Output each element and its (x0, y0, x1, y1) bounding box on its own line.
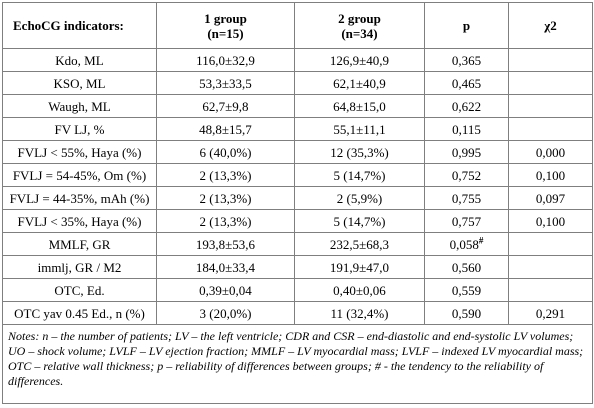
cell-group-1: 0,39±0,04 (156, 278, 295, 302)
cell-group-1: 3 (20,0%) (156, 301, 295, 325)
cell-chi2 (508, 71, 593, 95)
cell-p: 0,365 (424, 48, 509, 72)
cell-indicator: immlj, GR / M2 (2, 255, 157, 279)
cell-group-2: 5 (14,7%) (294, 209, 425, 233)
cell-group-2: 191,9±47,0 (294, 255, 425, 279)
table-row: immlj, GR / M2 184,0±33,4 191,9±47,0 0,5… (2, 255, 593, 279)
table-row: FV LJ, % 48,8±15,7 55,1±11,1 0,115 (2, 117, 593, 141)
table-row: OTC yav 0.45 Ed., n (%) 3 (20,0%) 11 (32… (2, 301, 593, 325)
table-row: FVLJ < 55%, Haya (%) 6 (40,0%) 12 (35,3%… (2, 140, 593, 164)
cell-chi2: 0,100 (508, 209, 593, 233)
cell-group-2: 64,8±15,0 (294, 94, 425, 118)
table-row: KSO, ML 53,3±33,5 62,1±40,9 0,465 (2, 71, 593, 95)
table-row: Kdo, ML 116,0±32,9 126,9±40,9 0,365 (2, 48, 593, 72)
cell-p: 0,465 (424, 71, 509, 95)
cell-p: 0,560 (424, 255, 509, 279)
cell-indicator: Waugh, ML (2, 94, 157, 118)
cell-indicator: MMLF, GR (2, 232, 157, 256)
cell-indicator: FVLJ = 54-45%, Om (%) (2, 163, 157, 187)
cell-group-1: 116,0±32,9 (156, 48, 295, 72)
cell-chi2 (508, 255, 593, 279)
table-header-row: EchoCG indicators: 1 group (n=15) 2 group… (2, 2, 593, 49)
cell-group-1: 48,8±15,7 (156, 117, 295, 141)
cell-indicator: OTC, Ed. (2, 278, 157, 302)
table-row: FVLJ = 44-35%, mAh (%) 2 (13,3%) 2 (5,9%… (2, 186, 593, 210)
cell-p: 0,559 (424, 278, 509, 302)
table-row: FVLJ = 54-45%, Om (%) 2 (13,3%) 5 (14,7%… (2, 163, 593, 187)
cell-indicator: Kdo, ML (2, 48, 157, 72)
cell-group-2: 2 (5,9%) (294, 186, 425, 210)
cell-indicator: FVLJ = 44-35%, mAh (%) (2, 186, 157, 210)
cell-chi2 (508, 94, 593, 118)
table-row: MMLF, GR 193,8±53,6 232,5±68,3 0,058# (2, 232, 593, 256)
cell-chi2: 0,000 (508, 140, 593, 164)
header-group-2: 2 group (n=34) (294, 2, 425, 49)
cell-chi2 (508, 278, 593, 302)
cell-indicator: FVLJ < 35%, Haya (%) (2, 209, 157, 233)
cell-p: 0,590 (424, 301, 509, 325)
notes-row: Notes: n – the number of patients; LV – … (2, 324, 593, 404)
cell-chi2: 0,100 (508, 163, 593, 187)
cell-p: 0,757 (424, 209, 509, 233)
cell-group-2: 232,5±68,3 (294, 232, 425, 256)
cell-p: 0,755 (424, 186, 509, 210)
header-chi2: χ2 (508, 2, 593, 49)
cell-group-2: 5 (14,7%) (294, 163, 425, 187)
cell-p: 0,115 (424, 117, 509, 141)
cell-p: 0,622 (424, 94, 509, 118)
cell-p: 0,995 (424, 140, 509, 164)
cell-chi2: 0,097 (508, 186, 593, 210)
cell-group-1: 53,3±33,5 (156, 71, 295, 95)
cell-group-2: 0,40±0,06 (294, 278, 425, 302)
cell-chi2 (508, 232, 593, 256)
cell-chi2 (508, 48, 593, 72)
cell-p: 0,752 (424, 163, 509, 187)
table-notes: Notes: n – the number of patients; LV – … (2, 324, 593, 404)
cell-group-2: 12 (35,3%) (294, 140, 425, 164)
table-row: OTC, Ed. 0,39±0,04 0,40±0,06 0,559 (2, 278, 593, 302)
cell-group-2: 11 (32,4%) (294, 301, 425, 325)
table-row: Waugh, ML 62,7±9,8 64,8±15,0 0,622 (2, 94, 593, 118)
cell-chi2 (508, 117, 593, 141)
cell-group-2: 126,9±40,9 (294, 48, 425, 72)
cell-group-2: 62,1±40,9 (294, 71, 425, 95)
cell-indicator: FVLJ < 55%, Haya (%) (2, 140, 157, 164)
cell-indicator: KSO, ML (2, 71, 157, 95)
header-indicator: EchoCG indicators: (2, 2, 157, 49)
cell-group-1: 2 (13,3%) (156, 163, 295, 187)
cell-group-1: 62,7±9,8 (156, 94, 295, 118)
header-group-1: 1 group (n=15) (156, 2, 295, 49)
cell-chi2: 0,291 (508, 301, 593, 325)
cell-indicator: OTC yav 0.45 Ed., n (%) (2, 301, 157, 325)
cell-group-1: 193,8±53,6 (156, 232, 295, 256)
cell-group-1: 6 (40,0%) (156, 140, 295, 164)
cell-group-2: 55,1±11,1 (294, 117, 425, 141)
table-row: FVLJ < 35%, Haya (%) 2 (13,3%) 5 (14,7%)… (2, 209, 593, 233)
tendency-mark: # (478, 235, 484, 246)
cell-group-1: 184,0±33,4 (156, 255, 295, 279)
cell-group-1: 2 (13,3%) (156, 186, 295, 210)
header-p: p (424, 2, 509, 49)
cell-indicator: FV LJ, % (2, 117, 157, 141)
cell-p: 0,058# (424, 232, 509, 256)
cell-group-1: 2 (13,3%) (156, 209, 295, 233)
